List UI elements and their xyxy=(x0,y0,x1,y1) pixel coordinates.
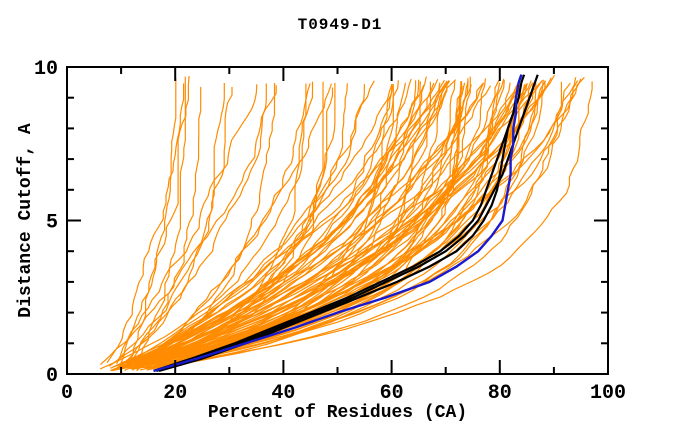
ensemble-curve xyxy=(143,79,543,369)
x-tick-label: 80 xyxy=(488,382,512,405)
ensemble-curve xyxy=(110,80,448,369)
ensemble-curve xyxy=(146,86,521,367)
selected-model-2-curve xyxy=(155,74,539,372)
ensemble-curve xyxy=(126,85,518,367)
ensemble-curve xyxy=(127,79,457,368)
ensemble-curve xyxy=(125,86,202,367)
chart-title: T0949-D1 xyxy=(297,16,383,34)
ensemble-curve xyxy=(119,78,177,366)
ensemble-curve xyxy=(133,79,445,369)
y-tick-label: 5 xyxy=(46,212,58,235)
ensemble-curve xyxy=(127,75,190,364)
ensemble-curve xyxy=(162,84,394,365)
x-tick-label: 60 xyxy=(380,382,404,405)
curves-layer xyxy=(99,74,593,373)
x-axis-label: Percent of Residues (CA) xyxy=(208,403,467,423)
ensemble-curve xyxy=(116,84,258,364)
ensemble-curve xyxy=(112,83,267,372)
selected-model-1-curve xyxy=(158,74,526,372)
ensemble-curve xyxy=(152,82,441,363)
ensemble-curve xyxy=(125,84,365,365)
ensemble-curve xyxy=(143,83,333,364)
axis-ticks xyxy=(66,66,609,375)
x-tick-label: 100 xyxy=(590,382,626,405)
ensemble-curve xyxy=(121,78,439,368)
ensemble-curve xyxy=(136,81,542,370)
ensemble-curve xyxy=(106,83,185,364)
ensemble-curve xyxy=(139,83,393,364)
ensemble-curve xyxy=(139,82,501,371)
ensemble-curve xyxy=(162,80,546,369)
ensemble-curve xyxy=(99,85,277,366)
ensemble-curve xyxy=(126,79,420,368)
y-tick-label: 0 xyxy=(46,365,58,388)
ensemble-curve xyxy=(156,76,585,366)
ensemble-curve xyxy=(99,81,314,370)
ensemble-curve xyxy=(114,83,225,363)
y-tick-label: 10 xyxy=(34,58,58,81)
x-tick-label: 20 xyxy=(163,382,187,405)
best-model-curve xyxy=(153,74,523,373)
ensemble-curve xyxy=(125,78,412,367)
ensemble-curve xyxy=(142,82,466,363)
x-tick-label: 0 xyxy=(61,382,73,405)
ensemble-curve xyxy=(133,81,593,370)
x-tick-label: 40 xyxy=(271,382,295,405)
ensemble-curve xyxy=(108,87,233,367)
ensemble-curve xyxy=(134,76,186,365)
ensemble-curve xyxy=(124,80,450,369)
y-axis-label: Distance Cutoff, A xyxy=(16,123,36,318)
ensemble-curve xyxy=(122,84,518,365)
ensemble-curve xyxy=(135,82,485,363)
ensemble-curve xyxy=(136,83,311,372)
ensemble-curve xyxy=(132,80,451,369)
